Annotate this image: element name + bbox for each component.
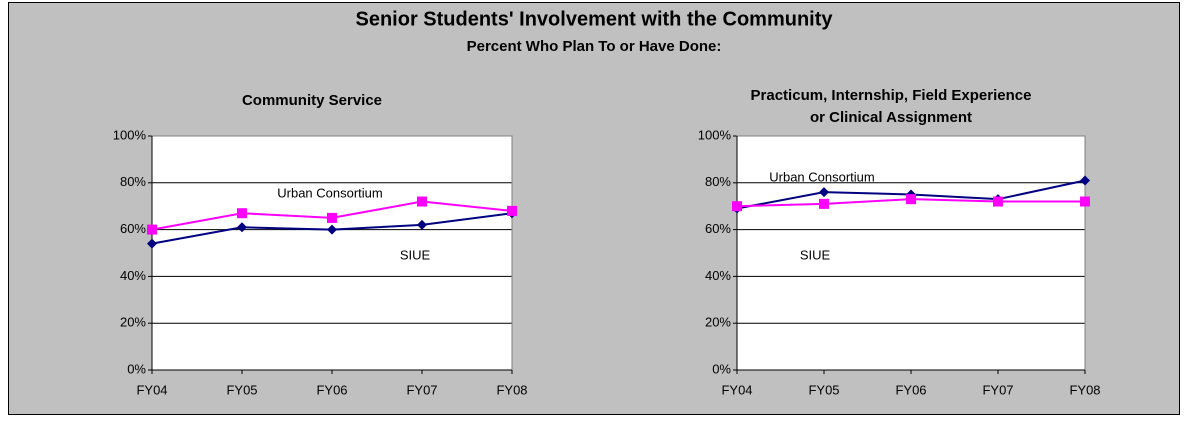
y-tick-label: 80% [120,174,146,189]
y-tick-label: 80% [705,174,731,189]
plot-area [152,136,512,370]
x-tick-label: FY05 [226,382,257,397]
point-marker [417,219,427,230]
x-tick-label: FY08 [496,382,527,397]
series-label: Urban Consortium [769,169,875,184]
plot-area [737,136,1085,370]
point-marker [237,222,247,233]
point-marker [819,198,829,209]
x-tick-label: FY06 [316,382,347,397]
point-marker [819,187,829,198]
y-tick-label: 40% [120,268,146,283]
x-tick-label: FY06 [895,382,926,397]
point-marker [993,196,1003,207]
chart-title: Community Service [242,92,382,109]
point-marker [237,208,247,219]
y-tick-label: 0% [712,361,731,376]
point-marker [417,196,427,207]
y-tick-label: 60% [120,221,146,236]
page-subtitle: Percent Who Plan To or Have Done: [467,38,722,55]
y-tick-label: 20% [705,315,731,330]
page-title: Senior Students' Involvement with the Co… [355,8,833,30]
series-label: SIUE [800,247,831,262]
y-tick-label: 100% [698,127,732,142]
y-tick-label: 20% [120,315,146,330]
point-marker [327,212,337,223]
series-label: Urban Consortium [277,185,383,200]
x-tick-label: FY05 [808,382,839,397]
point-marker [732,201,742,212]
y-tick-label: 60% [705,221,731,236]
y-tick-label: 0% [127,361,146,376]
x-tick-label: FY07 [406,382,437,397]
point-marker [906,194,916,205]
x-tick-label: FY04 [721,382,752,397]
point-marker [1080,196,1090,207]
point-marker [147,238,157,249]
x-tick-label: FY08 [1069,382,1100,397]
x-tick-label: FY07 [982,382,1013,397]
chart-title: or Clinical Assignment [810,109,972,126]
y-tick-label: 40% [705,268,731,283]
x-tick-label: FY04 [136,382,167,397]
point-marker [327,224,337,235]
point-marker [1080,175,1090,186]
point-marker [147,224,157,235]
chart-title: Practicum, Internship, Field Experience [751,87,1032,104]
point-marker [507,205,517,216]
series-label: SIUE [400,247,431,262]
y-tick-label: 100% [113,127,147,142]
